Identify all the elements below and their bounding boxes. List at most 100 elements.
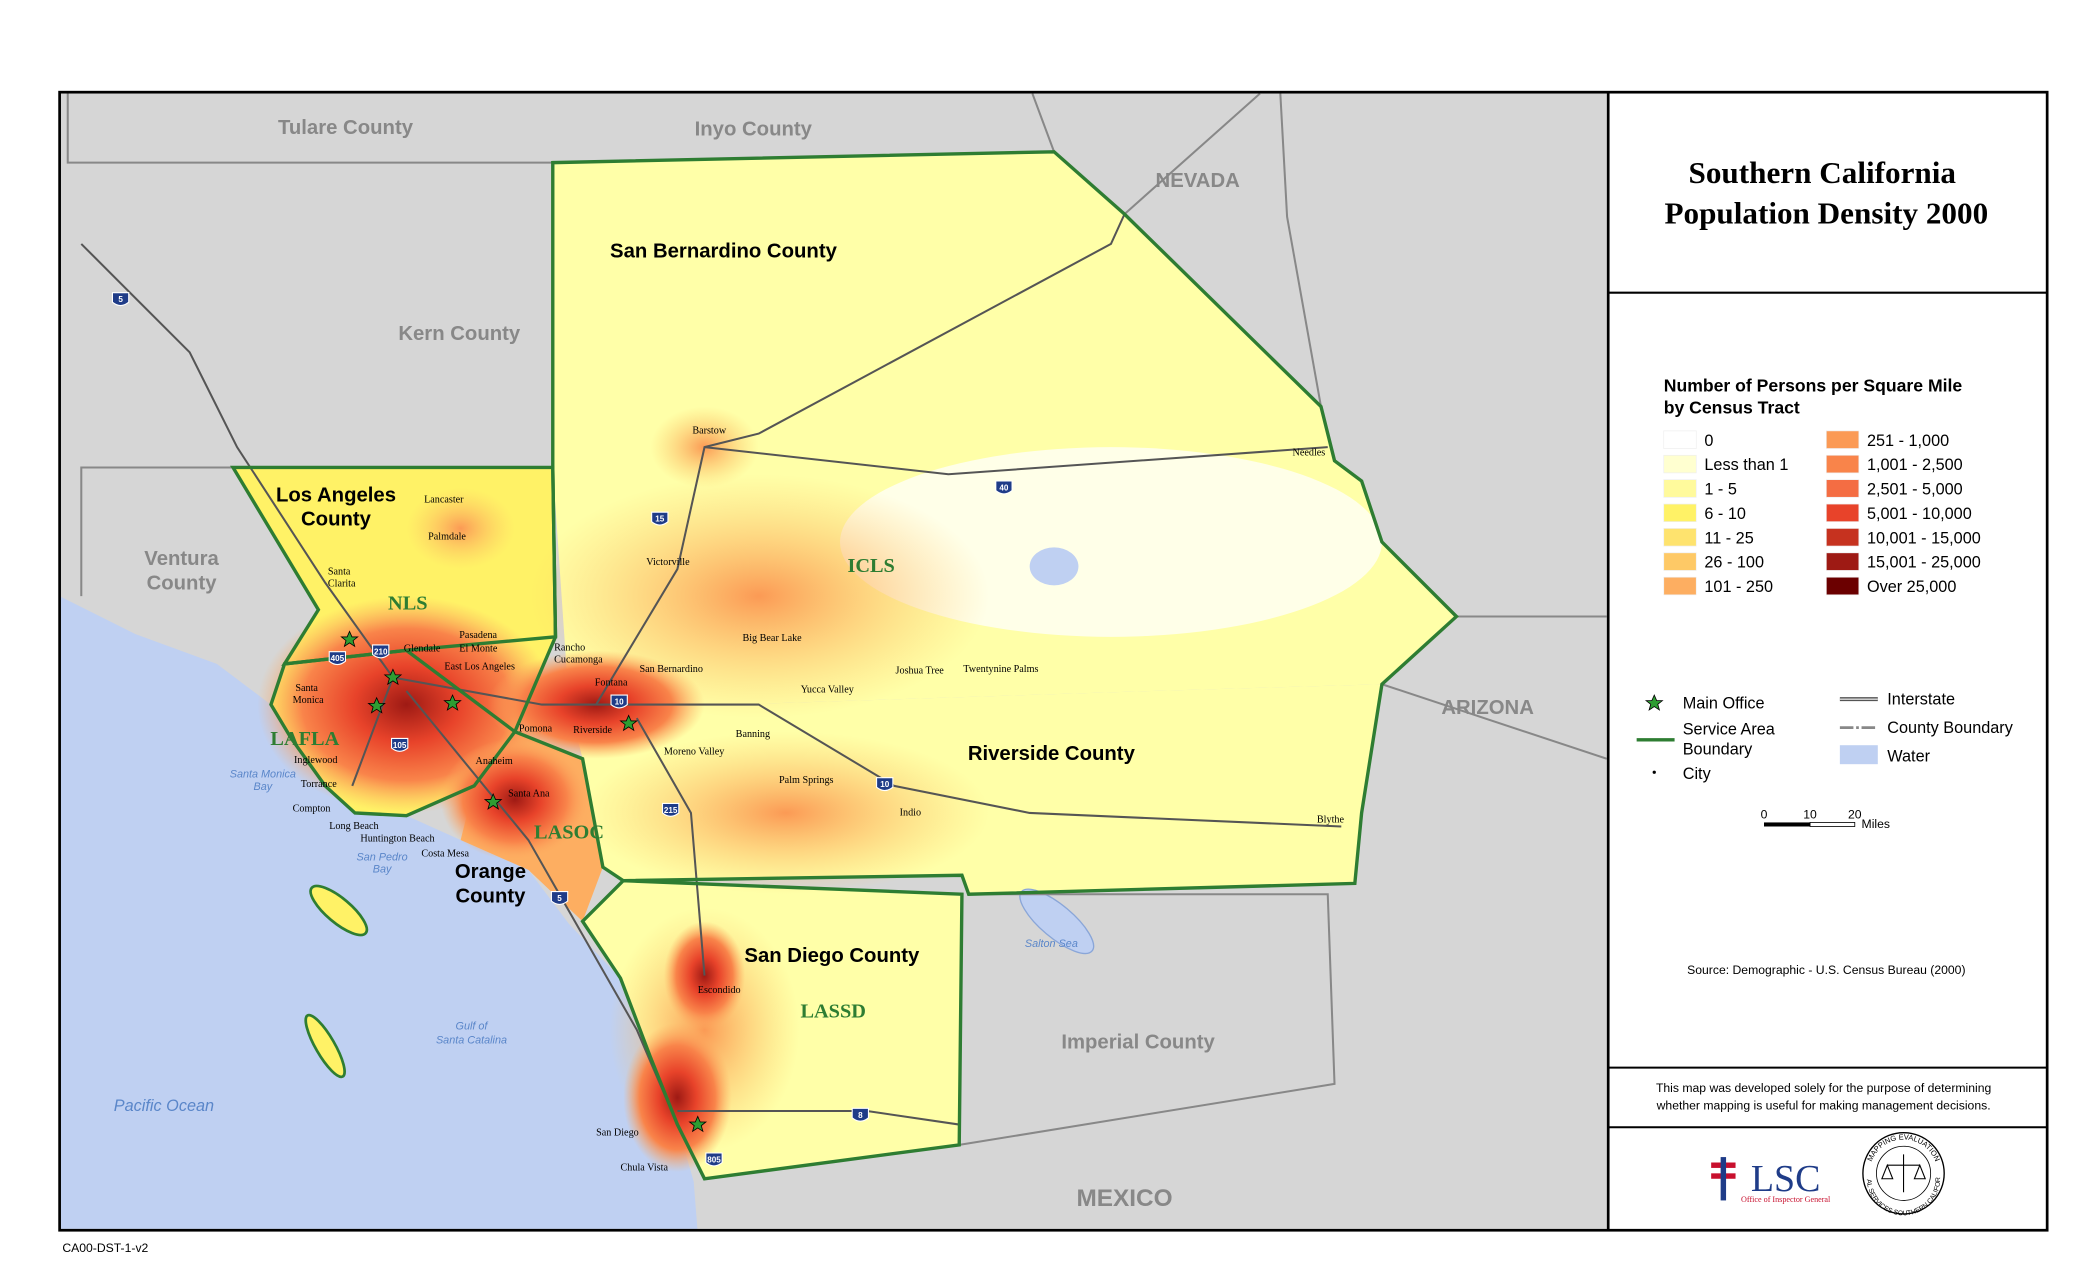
city-label: Palmdale <box>428 531 466 542</box>
county-label: Imperial County <box>1061 1032 1215 1054</box>
city-label: Banning <box>736 729 770 740</box>
legend-swatch <box>1825 430 1860 449</box>
state-label: ARIZONA <box>1441 697 1534 719</box>
scale-bar <box>1809 822 1856 827</box>
highway-shield <box>661 802 680 817</box>
lsc-logo: LSC Office of Inspector General <box>1711 1157 1831 1204</box>
scale-label: 20 <box>1848 807 1862 821</box>
county-label: Orange <box>455 861 526 883</box>
water-label: Santa Monica <box>230 769 296 781</box>
highway-label: 5 <box>118 295 123 304</box>
city-label: Escondido <box>698 985 741 996</box>
legend-label: 10,001 - 15,000 <box>1867 529 1981 547</box>
legend-city-symbol <box>1652 770 1656 774</box>
map-code: CA00-DST-1-v2 <box>62 1241 148 1255</box>
city-label: Yucca Valley <box>801 684 855 695</box>
source-note: Source: Demographic - U.S. Census Bureau… <box>1687 963 1965 977</box>
legend-swatch <box>1663 552 1697 571</box>
frame <box>58 90 2049 1232</box>
service-area-boundary <box>230 150 1459 1181</box>
highway-label: 8 <box>858 1111 863 1120</box>
legend-swatch <box>1663 576 1697 596</box>
city-label: Lancaster <box>424 495 464 506</box>
city-label: Moreno Valley <box>664 747 725 758</box>
water-label: San Pedro <box>356 851 407 863</box>
legend-swatch <box>1825 528 1860 547</box>
lsc-subtitle: Office of Inspector General <box>1741 1195 1831 1204</box>
city-label: Twentynine Palms <box>963 664 1038 675</box>
city-label: Compton <box>293 804 331 815</box>
highway-label: 5 <box>557 894 562 903</box>
highway-label: 40 <box>999 484 1009 493</box>
city-label: Chula Vista <box>621 1163 669 1174</box>
city-label: Palm Springs <box>779 775 834 786</box>
map-title: Southern California <box>1689 155 1957 190</box>
city-label: Inglewood <box>294 755 337 766</box>
county-label: County <box>455 885 526 907</box>
highway-shield <box>111 292 130 307</box>
city-label: San Diego <box>596 1127 639 1138</box>
service-area-label: NLS <box>388 593 428 615</box>
city-label: Huntington Beach <box>360 833 434 844</box>
city-label: Anaheim <box>476 756 513 767</box>
highway-shield <box>391 737 409 752</box>
density-area <box>623 1022 732 1172</box>
legend-label: 2,501 - 5,000 <box>1867 481 1963 499</box>
ocean <box>60 596 698 1229</box>
country-label: MEXICO <box>1076 1185 1172 1212</box>
map-area: Tulare County Inyo County Kern County Sa… <box>60 93 1607 1229</box>
main-office <box>340 630 707 1132</box>
city-label: Barstow <box>692 426 727 437</box>
legend-office-symbol <box>1644 694 1664 711</box>
legend-swatch <box>1663 454 1697 474</box>
highway-shield <box>610 694 628 709</box>
legend-swatch <box>1663 503 1697 522</box>
highway-shield <box>372 644 390 659</box>
city-label: Santa <box>295 683 318 694</box>
highway-label: 805 <box>707 1156 721 1165</box>
city-label: Glendale <box>404 644 441 655</box>
legend-classes: 0 Less than 1 1 - 5 6 - 10 11 - 25 26 - 100 10… <box>1663 430 1981 596</box>
legend-label: 1,001 - 2,500 <box>1867 456 1963 474</box>
disclaimer: whether mapping is useful for making man… <box>1656 1099 1991 1113</box>
legend-label: Interstate <box>1887 691 1955 709</box>
legend-label: 5,001 - 10,000 <box>1867 505 1972 523</box>
city-label: Monica <box>293 695 325 706</box>
disclaimer: This map was developed solely for the pu… <box>1656 1081 1991 1095</box>
service-area-label: ICLS <box>847 555 894 577</box>
density-area <box>582 731 990 895</box>
legend-label: County Boundary <box>1887 719 2013 737</box>
highway-shield <box>651 511 669 526</box>
city-label: Fontana <box>595 678 628 689</box>
legend-label: 101 - 250 <box>1704 578 1773 596</box>
legend-label: Less than 1 <box>1704 456 1788 474</box>
city-label: Riverside <box>573 725 612 736</box>
water-label: Bay <box>373 864 392 876</box>
water-label: Santa Catalina <box>436 1034 507 1046</box>
lake <box>1029 547 1079 586</box>
legend-swatch <box>1663 430 1697 449</box>
service-area-label: LASSD <box>800 1001 865 1023</box>
highway-shield <box>550 890 569 905</box>
county-label: Inyo County <box>695 119 813 141</box>
county-label: Kern County <box>398 323 521 345</box>
city-label: Pomona <box>519 724 553 735</box>
city-label: Santa <box>328 566 351 577</box>
legend-heading: Number of Persons per Square Mile <box>1664 376 1963 396</box>
highway-shield <box>705 1152 723 1167</box>
density-area <box>406 487 515 570</box>
city-label: Long Beach <box>329 821 378 832</box>
legend-label: 15,001 - 25,000 <box>1867 554 1981 572</box>
service-area-label: LASOC <box>534 822 604 844</box>
city-label: El Monte <box>459 644 498 655</box>
scale-bar <box>1764 822 1811 827</box>
legend-swatch <box>1663 479 1697 498</box>
highway-shield <box>876 777 894 792</box>
water-label: Gulf of <box>456 1021 489 1033</box>
legend-label: Main Office <box>1683 695 1765 713</box>
lsc-wordmark: LSC <box>1751 1158 1821 1200</box>
city-label: Indio <box>900 808 921 819</box>
water-label: Pacific Ocean <box>114 1097 214 1115</box>
